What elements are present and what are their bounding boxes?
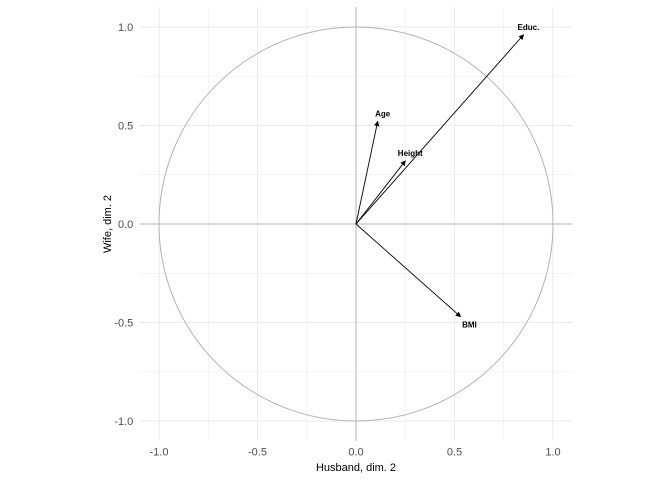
y-tick-label: 1.0	[118, 22, 133, 34]
vector-arrow	[355, 120, 380, 225]
vector-label: Height	[398, 149, 423, 158]
x-tick-label: -0.5	[248, 447, 267, 459]
vector-label: BMI	[462, 321, 477, 330]
x-tick-label: 1.0	[545, 447, 560, 459]
unit-circle-path	[158, 26, 554, 422]
y-tick-label: -1.0	[114, 416, 133, 428]
vector-arrow	[355, 223, 462, 318]
tick-labels: -1.0 -0.5 0.0 0.5 1.0 -1.0 -0.5 0.0 0.5 1.0	[114, 22, 560, 459]
vector-arrow	[355, 160, 406, 225]
x-tick-label: -1.0	[150, 447, 169, 459]
y-tick-label: 0.0	[118, 219, 133, 231]
vector-label: Educ.	[518, 23, 540, 32]
y-tick-label: -0.5	[114, 318, 133, 330]
y-tick-label: 0.5	[118, 121, 133, 133]
x-tick-label: 0.0	[348, 447, 363, 459]
vector-arrow	[355, 34, 525, 225]
unit-circle	[158, 26, 554, 422]
x-tick-label: 0.5	[447, 447, 462, 459]
vectors: Educ. Age Height BMI	[355, 23, 540, 330]
vector-label: Age	[375, 110, 391, 119]
x-axis-label: Husband, dim. 2	[316, 462, 396, 474]
y-axis-label: Wife, dim. 2	[102, 195, 114, 253]
